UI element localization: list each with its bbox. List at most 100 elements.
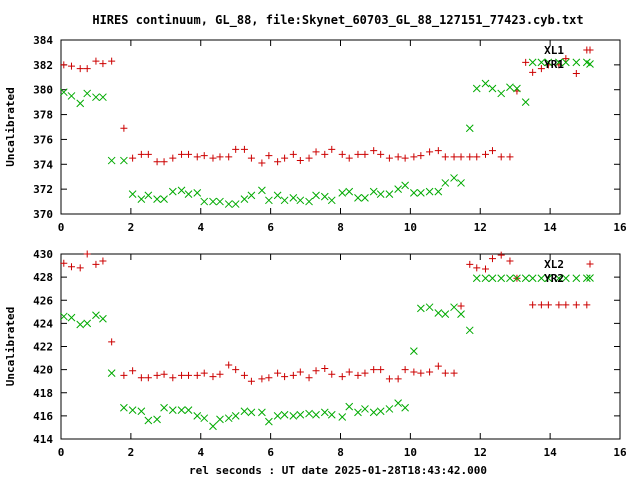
xl2-point bbox=[274, 369, 282, 377]
x-tick-label: 6 bbox=[267, 221, 274, 234]
xl2-point bbox=[153, 371, 161, 379]
xl1-point bbox=[345, 154, 353, 162]
yr1-point bbox=[231, 200, 240, 208]
yr1-point bbox=[177, 186, 186, 195]
yr2-point bbox=[265, 417, 273, 426]
yr1-point bbox=[369, 187, 378, 196]
yr2-point bbox=[312, 410, 320, 419]
y-axis-label: Uncalibrated bbox=[4, 307, 17, 386]
xl1-point bbox=[506, 153, 514, 161]
xl1-point bbox=[385, 154, 393, 162]
xl2-point bbox=[321, 364, 329, 372]
yr2-point bbox=[434, 309, 443, 317]
yr1-point bbox=[168, 187, 177, 196]
yr1-point bbox=[528, 58, 537, 67]
yr1-point bbox=[555, 58, 563, 67]
yr2-point bbox=[457, 310, 465, 318]
xl1-point bbox=[67, 62, 75, 70]
legend-marker bbox=[586, 260, 594, 268]
xl2-point bbox=[289, 371, 297, 379]
xl1-point bbox=[178, 150, 186, 158]
yr1-point bbox=[200, 197, 209, 206]
yr2-point bbox=[92, 311, 100, 320]
yr2-point bbox=[327, 410, 336, 419]
xl1-point bbox=[240, 145, 248, 153]
yr1-point bbox=[273, 191, 282, 200]
yr2-point bbox=[410, 347, 418, 355]
xl2-point bbox=[193, 371, 201, 379]
yr1-point bbox=[441, 179, 450, 187]
yr2-point bbox=[67, 313, 76, 322]
yr1-point bbox=[312, 191, 320, 200]
xl1-point bbox=[76, 65, 84, 73]
yr1-point bbox=[394, 185, 403, 193]
xl2-point bbox=[377, 366, 385, 374]
yr1-point bbox=[137, 195, 146, 203]
yr1-point bbox=[247, 191, 256, 200]
yr1-point bbox=[457, 179, 465, 187]
xl1-point bbox=[281, 154, 289, 162]
xl1-point bbox=[247, 154, 255, 162]
xl1-point bbox=[305, 154, 313, 162]
yr1-point bbox=[376, 190, 385, 198]
xl1-point bbox=[562, 55, 570, 63]
yr2-point bbox=[144, 416, 153, 425]
yr2-point bbox=[528, 274, 537, 283]
yr2-point bbox=[338, 413, 347, 421]
yr1-point bbox=[305, 197, 313, 206]
xl1-point bbox=[522, 58, 530, 66]
xl2-point bbox=[488, 255, 496, 263]
yr2-point bbox=[544, 274, 553, 283]
yr2-point bbox=[394, 399, 403, 408]
xl1-point bbox=[497, 153, 505, 161]
xl1-point bbox=[137, 150, 145, 158]
xl2-point bbox=[506, 257, 514, 265]
yr1-point bbox=[296, 196, 305, 205]
yr1-point bbox=[193, 189, 202, 197]
yr1-point bbox=[265, 196, 273, 205]
yr1-point bbox=[327, 196, 336, 205]
xl2-point bbox=[185, 371, 193, 379]
yr2-point bbox=[280, 410, 289, 419]
yr1-point bbox=[209, 197, 217, 206]
yr2-point bbox=[369, 408, 378, 417]
yr2-point bbox=[184, 406, 193, 414]
xl1-point bbox=[417, 152, 425, 160]
xl2-point bbox=[247, 377, 255, 385]
xl1-point bbox=[225, 153, 233, 161]
x-tick-label: 2 bbox=[128, 446, 135, 459]
xl1-point bbox=[265, 152, 273, 160]
yr1-point bbox=[92, 93, 100, 102]
xl1-point bbox=[338, 150, 346, 158]
xl2-point bbox=[426, 368, 434, 376]
xl2-point bbox=[200, 369, 208, 377]
xl1-point bbox=[99, 60, 107, 68]
xl2-point bbox=[60, 259, 68, 267]
xl2-point bbox=[497, 251, 505, 259]
yr1-point bbox=[544, 58, 553, 67]
x-tick-label: 12 bbox=[474, 446, 487, 459]
xl1-point bbox=[83, 65, 91, 73]
x-tick-label: 0 bbox=[58, 221, 65, 234]
xl1-point bbox=[426, 148, 434, 156]
xl1-point bbox=[466, 153, 474, 161]
yr2-point bbox=[354, 408, 362, 417]
legend-label: YR2 bbox=[544, 272, 564, 285]
xl1-point bbox=[108, 57, 116, 65]
yr2-point bbox=[216, 415, 224, 424]
yr2-point bbox=[224, 414, 233, 423]
y-tick-label: 374 bbox=[33, 158, 53, 171]
xl1-point bbox=[258, 159, 266, 167]
xl2-point bbox=[83, 250, 91, 258]
x-tick-label: 0 bbox=[58, 446, 65, 459]
x-tick-label: 12 bbox=[474, 221, 487, 234]
chart-title: HIRES continuum, GL_88, file:Skynet_6070… bbox=[92, 13, 583, 28]
yr2-point bbox=[425, 303, 434, 312]
yr2-point bbox=[572, 274, 581, 283]
xl1-point bbox=[193, 153, 201, 161]
legend-marker bbox=[586, 274, 594, 282]
y-tick-label: 382 bbox=[33, 59, 53, 72]
yr1-point bbox=[128, 190, 137, 198]
yr2-point bbox=[137, 407, 146, 416]
